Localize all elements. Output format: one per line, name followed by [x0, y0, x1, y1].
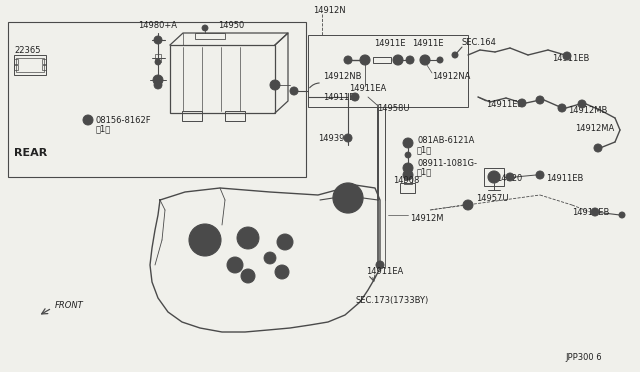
Bar	[373, 57, 391, 63]
Text: 14912M: 14912M	[410, 214, 444, 222]
Text: SEC.173(1733BY): SEC.173(1733BY)	[355, 295, 428, 305]
Text: 08911-1081G-: 08911-1081G-	[417, 158, 477, 167]
Text: FRONT: FRONT	[55, 301, 84, 310]
Text: 14911EB: 14911EB	[486, 99, 524, 109]
Circle shape	[227, 257, 243, 273]
Text: 14980+A: 14980+A	[138, 20, 177, 29]
Circle shape	[452, 52, 458, 58]
Circle shape	[518, 99, 526, 107]
Circle shape	[420, 55, 430, 65]
Text: 14911EB: 14911EB	[546, 173, 584, 183]
Text: 081AB-6121A: 081AB-6121A	[417, 135, 474, 144]
Text: 14958U: 14958U	[377, 103, 410, 112]
Circle shape	[360, 55, 370, 65]
Text: B: B	[406, 141, 410, 145]
Text: 14939: 14939	[318, 134, 344, 142]
Text: JPP300 6: JPP300 6	[565, 353, 602, 362]
Circle shape	[277, 234, 293, 250]
Circle shape	[202, 25, 208, 31]
Text: 14911EB: 14911EB	[552, 54, 589, 62]
Text: 14912NA: 14912NA	[432, 71, 470, 80]
Text: 14920: 14920	[496, 173, 522, 183]
Bar	[404, 178, 412, 184]
Bar	[14, 65, 18, 70]
Circle shape	[344, 56, 352, 64]
Text: 14911E: 14911E	[412, 38, 444, 48]
Text: 14911E: 14911E	[323, 93, 355, 102]
Text: REAR: REAR	[14, 148, 47, 158]
Text: 14912N: 14912N	[313, 6, 346, 15]
Circle shape	[437, 57, 443, 63]
Text: SEC.164: SEC.164	[462, 38, 497, 46]
Text: （1）: （1）	[96, 125, 111, 134]
Text: B: B	[86, 118, 90, 122]
Text: 14912NB: 14912NB	[323, 71, 362, 80]
Circle shape	[351, 93, 359, 101]
Circle shape	[83, 115, 93, 125]
Circle shape	[237, 227, 259, 249]
Circle shape	[153, 75, 163, 85]
Text: 14912MB: 14912MB	[568, 106, 607, 115]
Bar	[14, 59, 18, 64]
Circle shape	[536, 171, 544, 179]
Circle shape	[376, 261, 384, 269]
Circle shape	[563, 52, 571, 60]
Bar	[484, 168, 504, 186]
Text: 14912MA: 14912MA	[575, 124, 614, 132]
Circle shape	[406, 56, 414, 64]
Circle shape	[506, 173, 514, 181]
Text: 14908: 14908	[393, 176, 419, 185]
Text: 14950: 14950	[218, 20, 244, 29]
Circle shape	[189, 224, 221, 256]
Bar	[182, 111, 202, 121]
Circle shape	[488, 171, 500, 183]
Bar	[8, 22, 306, 177]
Circle shape	[403, 170, 413, 180]
Circle shape	[154, 81, 162, 89]
Bar	[195, 33, 225, 39]
Bar	[14, 55, 46, 75]
Circle shape	[619, 212, 625, 218]
Circle shape	[463, 200, 473, 210]
Circle shape	[393, 55, 403, 65]
Circle shape	[403, 138, 413, 148]
Circle shape	[594, 144, 602, 152]
Bar	[225, 111, 245, 121]
Bar	[42, 65, 46, 70]
Text: 08156-8162F: 08156-8162F	[96, 115, 152, 125]
Bar	[16, 58, 44, 72]
Text: 22365: 22365	[14, 45, 40, 55]
Bar	[42, 59, 46, 64]
Text: （1）: （1）	[417, 145, 432, 154]
Circle shape	[405, 152, 411, 158]
Circle shape	[403, 163, 413, 173]
Circle shape	[558, 104, 566, 112]
Text: 14911E: 14911E	[374, 38, 406, 48]
Circle shape	[155, 59, 161, 65]
Circle shape	[290, 87, 298, 95]
Circle shape	[344, 134, 352, 142]
Text: （1）: （1）	[417, 167, 432, 176]
Text: 14957U: 14957U	[476, 193, 509, 202]
Circle shape	[275, 265, 289, 279]
Bar	[400, 183, 415, 193]
Text: 14911EA: 14911EA	[366, 267, 403, 276]
Circle shape	[591, 208, 599, 216]
Text: 14911EB: 14911EB	[572, 208, 609, 217]
Text: N: N	[405, 166, 411, 170]
Circle shape	[536, 96, 544, 104]
Circle shape	[154, 36, 162, 44]
Text: 14911EA: 14911EA	[349, 83, 387, 93]
Circle shape	[578, 100, 586, 108]
Circle shape	[264, 252, 276, 264]
Circle shape	[241, 269, 255, 283]
Bar	[155, 54, 161, 62]
Circle shape	[270, 80, 280, 90]
Circle shape	[333, 183, 363, 213]
Bar	[308, 35, 468, 107]
Bar	[170, 45, 275, 113]
